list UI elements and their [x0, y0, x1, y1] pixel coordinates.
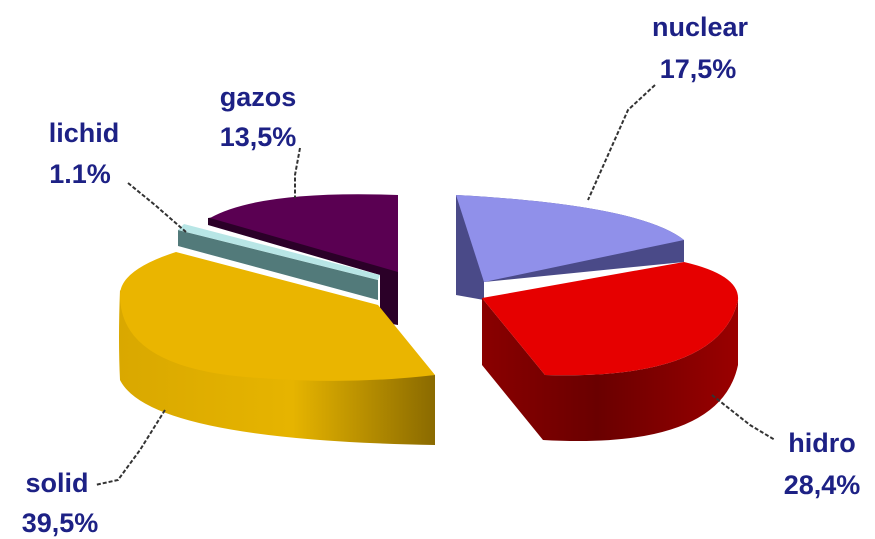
label-nuclear-name: nuclear [652, 12, 749, 42]
label-lichid-name: lichid [49, 118, 120, 148]
leader-lichid [127, 182, 187, 233]
label-gazos-value: 13,5% [220, 122, 297, 152]
pie-slice-nuclear [456, 195, 684, 300]
pie-slice-gazos [208, 194, 398, 325]
label-solid-value: 39,5% [22, 508, 99, 538]
label-solid-name: solid [25, 468, 88, 498]
pie-slice-lichid [178, 224, 380, 300]
leader-nuclear [587, 84, 656, 201]
label-nuclear-value: 17,5% [660, 54, 737, 84]
pie-slice-hidro [482, 262, 739, 442]
leader-hidro [711, 394, 776, 441]
leader-gazos [294, 147, 301, 198]
label-gazos-name: gazos [220, 82, 297, 112]
pie-slice-solid [119, 252, 435, 445]
label-hidro-name: hidro [788, 428, 856, 458]
label-hidro-value: 28,4% [784, 470, 861, 500]
leader-solid [94, 409, 166, 486]
label-lichid-value: 1.1% [49, 159, 111, 189]
